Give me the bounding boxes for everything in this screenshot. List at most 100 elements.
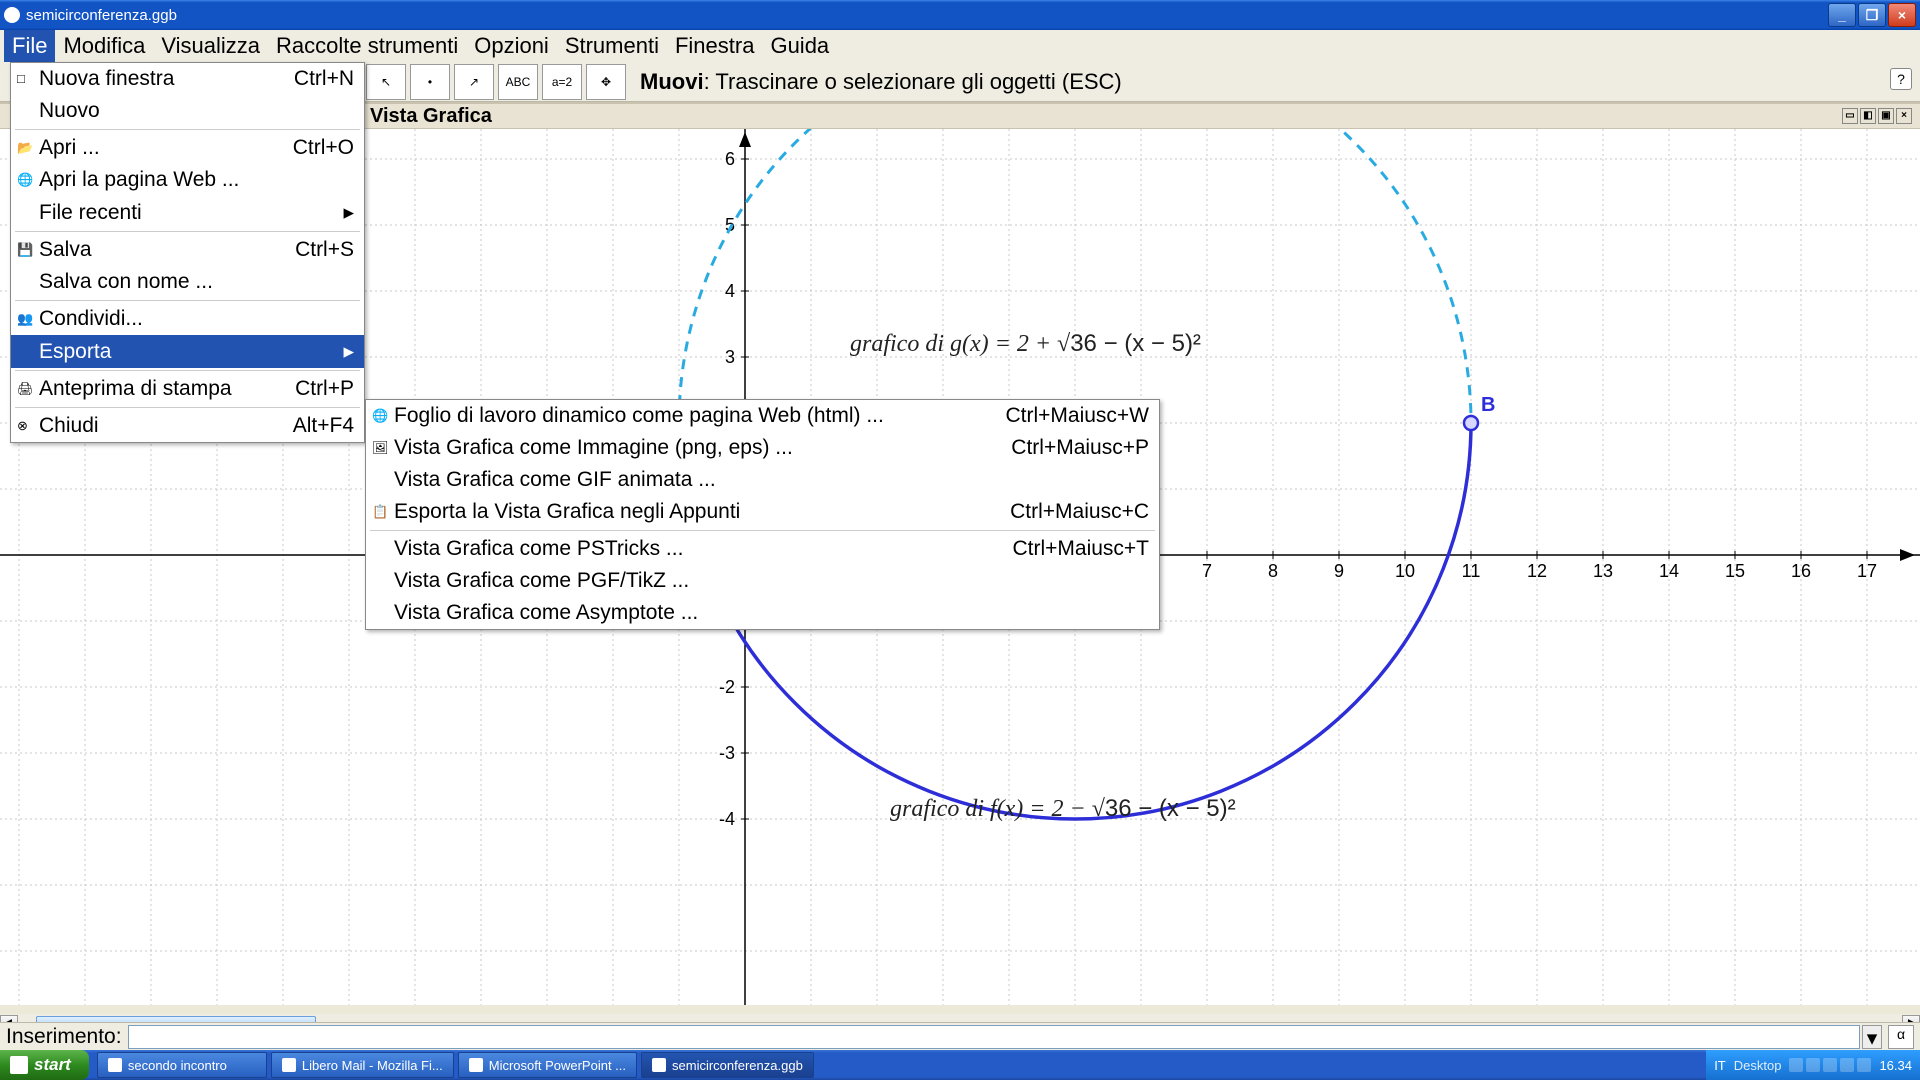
clock[interactable]: 16.34 — [1879, 1058, 1912, 1073]
export-menu-item-0[interactable]: 🌐Foglio di lavoro dinamico come pagina W… — [366, 400, 1159, 432]
file-menu-item-11[interactable]: Esporta▸ — [11, 335, 364, 368]
maximize-button[interactable]: ❐ — [1858, 3, 1886, 27]
svg-text:15: 15 — [1725, 561, 1745, 581]
file-menu-item-label: Nuovo — [39, 99, 100, 123]
tool-button-5[interactable]: ✥ — [586, 64, 626, 100]
export-menu-item-label: Vista Grafica come GIF animata ... — [394, 468, 716, 492]
desktop-label[interactable]: Desktop — [1734, 1058, 1782, 1073]
svg-text:4: 4 — [725, 281, 735, 301]
window-titlebar: semicirconferenza.ggb _ ❐ × — [0, 0, 1920, 30]
toolbar-hint-bold: Muovi — [640, 69, 704, 94]
menu-opzioni[interactable]: Opzioni — [466, 30, 557, 62]
file-menu-item-label: Chiudi — [39, 414, 99, 438]
menu-modifica[interactable]: Modifica — [55, 30, 153, 62]
input-bar: Inserimento: ▾ α — [0, 1022, 1920, 1050]
svg-text:-2: -2 — [719, 677, 735, 697]
export-menu-item-2[interactable]: Vista Grafica come GIF animata ... — [366, 464, 1159, 496]
export-menu-item-label: Esporta la Vista Grafica negli Appunti — [394, 500, 740, 524]
file-menu-item-15[interactable]: ⊗ChiudiAlt+F4 — [11, 410, 364, 442]
svg-text:10: 10 — [1395, 561, 1415, 581]
tray-icons[interactable] — [1789, 1058, 1871, 1072]
system-tray: IT Desktop 16.34 — [1706, 1050, 1920, 1080]
minimize-button[interactable]: _ — [1828, 3, 1856, 27]
svg-text:13: 13 — [1593, 561, 1613, 581]
tool-button-1[interactable]: • — [410, 64, 450, 100]
svg-text:16: 16 — [1791, 561, 1811, 581]
toolbar-hint: Muovi: Trascinare o selezionare gli ogge… — [640, 69, 1122, 95]
taskbar-item-2[interactable]: Microsoft PowerPoint ... — [458, 1052, 637, 1078]
export-menu-item-label: Vista Grafica come Immagine (png, eps) .… — [394, 436, 793, 460]
file-menu-item-7[interactable]: 💾SalvaCtrl+S — [11, 234, 364, 266]
taskbar-item-0[interactable]: secondo incontro — [97, 1052, 267, 1078]
svg-text:3: 3 — [725, 347, 735, 367]
export-menu-item-3[interactable]: 📋Esporta la Vista Grafica negli AppuntiC… — [366, 496, 1159, 528]
app-icon — [4, 7, 20, 23]
file-menu-item-4[interactable]: 🌐Apri la pagina Web ... — [11, 164, 364, 196]
svg-text:9: 9 — [1334, 561, 1344, 581]
file-menu-item-label: Condividi... — [39, 307, 143, 331]
start-button[interactable]: start — [0, 1050, 89, 1080]
file-menu-item-label: File recenti — [39, 201, 142, 225]
file-menu-item-label: Anteprima di stampa — [39, 377, 232, 401]
export-menu-item-7[interactable]: Vista Grafica come Asymptote ... — [366, 597, 1159, 629]
svg-text:8: 8 — [1268, 561, 1278, 581]
file-menu-item-3[interactable]: 📂Apri ...Ctrl+O — [11, 132, 364, 164]
file-menu-dropdown: □Nuova finestraCtrl+N Nuovo 📂Apri ...Ctrl+… — [10, 62, 365, 443]
file-menu-item-label: Esporta — [39, 340, 111, 364]
menubar: FileModificaVisualizzaRaccolte strumenti… — [0, 30, 1920, 62]
file-menu-item-label: Salva — [39, 238, 92, 262]
taskbar-item-1[interactable]: Libero Mail - Mozilla Fi... — [271, 1052, 454, 1078]
file-menu-item-5[interactable]: File recenti▸ — [11, 196, 364, 229]
export-menu-item-label: Vista Grafica come Asymptote ... — [394, 601, 698, 625]
file-menu-item-1[interactable]: Nuovo — [11, 95, 364, 127]
panel-btn-3[interactable]: ▣ — [1878, 108, 1894, 124]
input-label: Inserimento: — [6, 1025, 122, 1049]
svg-text:11: 11 — [1462, 561, 1481, 581]
export-menu-item-1[interactable]: 🖼Vista Grafica come Immagine (png, eps) … — [366, 432, 1159, 464]
menu-guida[interactable]: Guida — [762, 30, 837, 62]
menu-raccolte-strumenti[interactable]: Raccolte strumenti — [268, 30, 466, 62]
export-menu-item-5[interactable]: Vista Grafica come PSTricks ...Ctrl+Maiu… — [366, 533, 1159, 565]
export-menu-item-6[interactable]: Vista Grafica come PGF/TikZ ... — [366, 565, 1159, 597]
export-menu-item-label: Vista Grafica come PSTricks ... — [394, 537, 683, 561]
taskbar-item-3[interactable]: semicirconferenza.ggb — [641, 1052, 814, 1078]
file-menu-item-0[interactable]: □Nuova finestraCtrl+N — [11, 63, 364, 95]
file-menu-item-label: Apri la pagina Web ... — [39, 168, 239, 192]
panel-btn-1[interactable]: ▭ — [1842, 108, 1858, 124]
tool-button-3[interactable]: ABC — [498, 64, 538, 100]
svg-text:7: 7 — [1202, 561, 1212, 581]
file-menu-item-13[interactable]: 🖨Anteprima di stampaCtrl+P — [11, 373, 364, 405]
export-menu-item-label: Vista Grafica come PGF/TikZ ... — [394, 569, 689, 593]
close-button[interactable]: × — [1888, 3, 1916, 27]
panel-title: Vista Grafica — [370, 105, 492, 128]
command-input[interactable] — [128, 1025, 1860, 1049]
help-icon[interactable]: ? — [1890, 68, 1912, 90]
file-menu-item-label: Apri ... — [39, 136, 100, 160]
tool-button-4[interactable]: a=2 — [542, 64, 582, 100]
input-dropdown-button[interactable]: ▾ — [1862, 1025, 1882, 1049]
svg-text:6: 6 — [725, 149, 735, 169]
toolbar-hint-rest: : Trascinare o selezionare gli oggetti (… — [704, 69, 1122, 94]
menu-file[interactable]: File — [4, 30, 55, 62]
menu-visualizza[interactable]: Visualizza — [153, 30, 268, 62]
language-indicator[interactable]: IT — [1714, 1058, 1726, 1073]
window-title: semicirconferenza.ggb — [26, 7, 1828, 24]
svg-text:14: 14 — [1659, 561, 1679, 581]
file-menu-item-10[interactable]: 👥Condividi... — [11, 303, 364, 335]
panel-btn-2[interactable]: ◧ — [1860, 108, 1876, 124]
svg-text:12: 12 — [1527, 561, 1547, 581]
svg-text:-4: -4 — [719, 809, 735, 829]
window-controls: _ ❐ × — [1828, 3, 1916, 27]
export-menu-item-label: Foglio di lavoro dinamico come pagina We… — [394, 404, 884, 428]
file-menu-item-label: Salva con nome ... — [39, 270, 213, 294]
menu-finestra[interactable]: Finestra — [667, 30, 762, 62]
svg-text:B: B — [1481, 394, 1495, 416]
tool-button-2[interactable]: ↗ — [454, 64, 494, 100]
menu-strumenti[interactable]: Strumenti — [557, 30, 667, 62]
file-menu-item-8[interactable]: Salva con nome ... — [11, 266, 364, 298]
panel-btn-4[interactable]: × — [1896, 108, 1912, 124]
file-menu-item-label: Nuova finestra — [39, 67, 174, 91]
alpha-button[interactable]: α — [1888, 1025, 1914, 1049]
tool-button-0[interactable]: ↖ — [366, 64, 406, 100]
svg-text:17: 17 — [1857, 561, 1877, 581]
